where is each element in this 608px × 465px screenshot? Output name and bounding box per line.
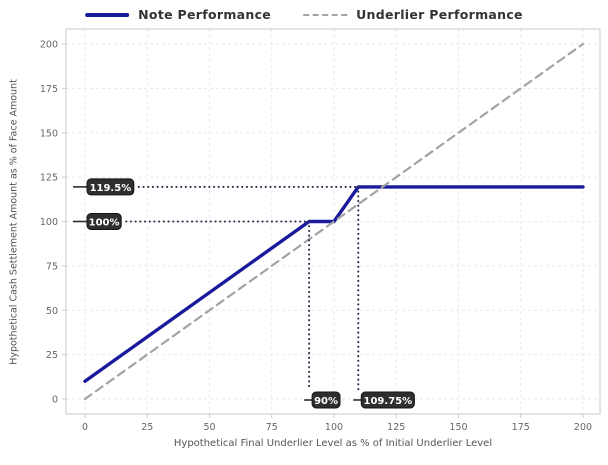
annotation-label: 109.75% — [364, 396, 413, 407]
y-tick-label: 100 — [40, 217, 58, 228]
legend: Note Performance Underlier Performance — [85, 7, 523, 22]
x-tick-label: 150 — [449, 422, 467, 433]
y-tick-label: 200 — [40, 40, 58, 51]
y-axis-label: Hypothetical Cash Settlement Amount as %… — [8, 79, 20, 365]
annotation-label: 119.5% — [90, 183, 132, 194]
x-tick-label: 0 — [82, 422, 88, 433]
annotation-box — [86, 178, 135, 196]
y-tick-label: 0 — [52, 395, 58, 406]
underlier-performance-legend-swatch — [303, 13, 348, 16]
y-tick-label: 25 — [46, 350, 58, 361]
y-tick-label: 50 — [46, 306, 58, 317]
note-performance-legend-swatch — [85, 12, 130, 17]
annotation-box — [311, 391, 341, 409]
x-axis-label: Hypothetical Final Underlier Level as % … — [173, 438, 493, 449]
annotation-label: 100% — [89, 218, 120, 229]
y-tick-label: 175 — [40, 84, 58, 95]
y-tick-label: 75 — [46, 261, 58, 272]
y-tick-label: 125 — [40, 173, 58, 184]
x-tick-label: 25 — [141, 422, 153, 433]
underlier-performance-line — [83, 42, 585, 401]
y-tick-label: 150 — [40, 128, 58, 139]
annotation-label: 90% — [314, 396, 338, 407]
x-tick-label: 175 — [512, 422, 530, 433]
legend-label-note: Note Performance — [138, 7, 272, 22]
x-tick-label: 200 — [574, 422, 592, 433]
x-tick-label: 75 — [266, 422, 278, 433]
annotation-box — [86, 213, 122, 230]
annotation-box — [360, 391, 415, 409]
x-tick-label: 50 — [203, 422, 215, 433]
legend-label-underlier: Underlier Performance — [356, 7, 523, 22]
x-tick-label: 125 — [387, 422, 405, 433]
x-tick-label: 100 — [325, 422, 343, 433]
